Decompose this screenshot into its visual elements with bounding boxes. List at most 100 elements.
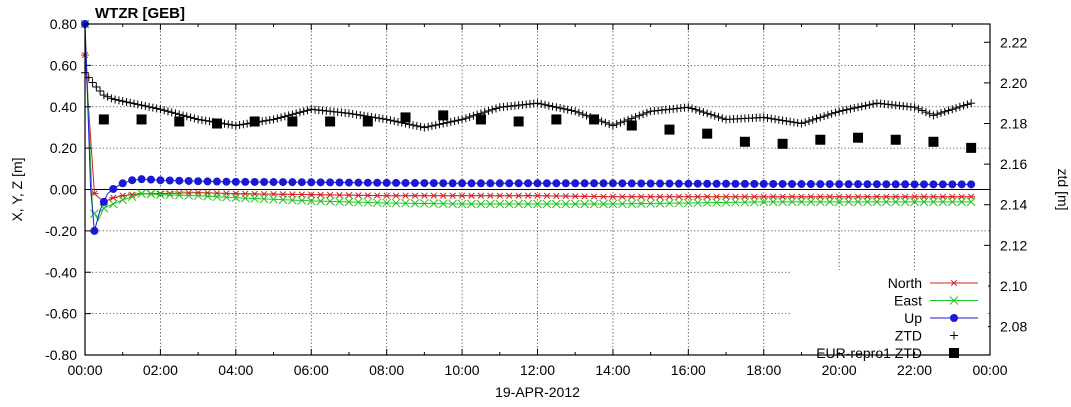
data-point-ztd — [277, 113, 286, 122]
data-point-east-stroke — [259, 194, 269, 204]
data-point-ztd — [816, 113, 825, 122]
legend-item-up: Up — [904, 310, 978, 326]
data-point-eur-repro1-ztd-square — [551, 114, 562, 125]
data-point-up-dot — [533, 179, 542, 188]
data-point-up — [175, 176, 184, 185]
data-point-north-stroke — [826, 193, 833, 200]
data-point-east — [363, 198, 373, 207]
data-point-up — [693, 179, 702, 188]
data-point-north — [476, 192, 485, 199]
data-point-ztd — [533, 99, 542, 108]
data-point-up — [788, 179, 797, 188]
data-point-ztd — [718, 114, 727, 123]
data-point-up-dot — [458, 179, 467, 188]
data-point-up-dot — [929, 180, 938, 189]
data-point-east — [316, 196, 326, 206]
data-point-up-dot — [524, 179, 533, 188]
data-point-up-dot — [750, 179, 759, 188]
data-point-east-stroke — [306, 196, 316, 206]
data-point-east — [674, 198, 684, 208]
x-tick-label: 02:00 — [143, 362, 178, 378]
data-point-up — [203, 177, 212, 186]
data-point-east-stroke — [589, 199, 599, 209]
legend-label-east: East — [894, 293, 922, 309]
data-point-ztd — [952, 104, 961, 113]
data-point-north — [212, 189, 221, 197]
data-point-north-stroke — [581, 193, 588, 200]
data-point-north-stroke — [477, 192, 485, 199]
data-point-up — [854, 180, 863, 189]
data-point-up — [307, 178, 316, 187]
data-point-north-stroke — [685, 193, 692, 200]
data-point-up — [505, 179, 514, 188]
data-point-up-dot — [288, 178, 297, 187]
data-point-ztd — [231, 121, 240, 130]
data-point-eur-repro1-ztd — [626, 120, 637, 131]
data-point-north — [637, 193, 646, 200]
data-point-east — [156, 190, 165, 200]
data-point-eur-repro1-ztd-square — [98, 114, 109, 125]
data-point-north — [156, 190, 165, 197]
data-point-up — [542, 179, 551, 188]
data-point-east-stroke — [552, 199, 561, 209]
data-point-up-dot — [580, 179, 589, 188]
x-tick-label: 16:00 — [671, 362, 706, 378]
data-point-north — [967, 193, 976, 200]
data-point-up — [712, 179, 721, 188]
data-point-ztd — [846, 104, 855, 113]
data-point-ztd — [869, 100, 878, 109]
data-point-north-stroke — [666, 193, 673, 200]
data-point-north-stroke — [543, 192, 551, 199]
data-point-up-dot — [203, 177, 212, 186]
data-point-north — [524, 192, 533, 199]
data-point-north-stroke — [289, 191, 296, 198]
data-point-eur-repro1-ztd-square — [362, 116, 373, 127]
data-point-east-stroke — [957, 197, 967, 207]
y2-tick-label: 2.20 — [1000, 75, 1027, 91]
data-point-north — [769, 193, 778, 200]
data-point-up-dot — [891, 180, 900, 189]
data-point-ztd — [612, 120, 621, 129]
data-point-east — [457, 199, 467, 209]
data-point-ztd — [767, 114, 776, 123]
data-point-up — [260, 178, 269, 187]
data-point-east-stroke — [749, 197, 759, 207]
data-point-ztd — [801, 118, 810, 127]
data-point-north-stroke — [647, 193, 654, 200]
data-point-north — [571, 193, 580, 200]
data-point-east — [297, 196, 307, 205]
data-point-east-stroke — [222, 192, 231, 202]
data-point-east-stroke — [806, 197, 816, 207]
data-point-up — [486, 179, 495, 188]
data-point-up-dot — [401, 178, 410, 187]
data-point-east — [552, 199, 561, 209]
data-point-up-dot — [769, 179, 778, 188]
data-point-east — [269, 194, 278, 204]
data-point-ztd — [424, 122, 433, 131]
data-point-ztd — [171, 109, 180, 118]
chart-title: WTZR [GEB] — [95, 5, 185, 22]
data-point-ztd — [458, 115, 467, 124]
data-point-east — [335, 197, 344, 207]
data-point-up-dot — [429, 179, 438, 188]
data-point-up-dot — [825, 180, 834, 189]
data-point-up — [608, 179, 617, 188]
data-point-ztd — [774, 115, 783, 124]
data-point-up — [90, 226, 99, 235]
data-point-north-stroke — [883, 193, 890, 200]
data-point-east — [731, 197, 740, 207]
data-point-east-stroke — [966, 197, 976, 207]
data-point-east-stroke — [184, 191, 194, 200]
data-point-up-dot — [241, 177, 250, 186]
data-point-eur-repro1-ztd — [664, 124, 675, 135]
data-point-ztd — [789, 118, 798, 127]
data-point-north — [316, 191, 325, 198]
data-point-north — [363, 192, 372, 199]
data-point-east-stroke — [561, 199, 571, 209]
data-point-ztd — [356, 111, 365, 120]
data-point-north-stroke — [430, 192, 437, 199]
data-point-ztd — [145, 102, 154, 111]
data-point-east — [957, 197, 967, 207]
data-point-ztd — [431, 121, 440, 130]
data-point-eur-repro1-ztd — [513, 116, 524, 127]
